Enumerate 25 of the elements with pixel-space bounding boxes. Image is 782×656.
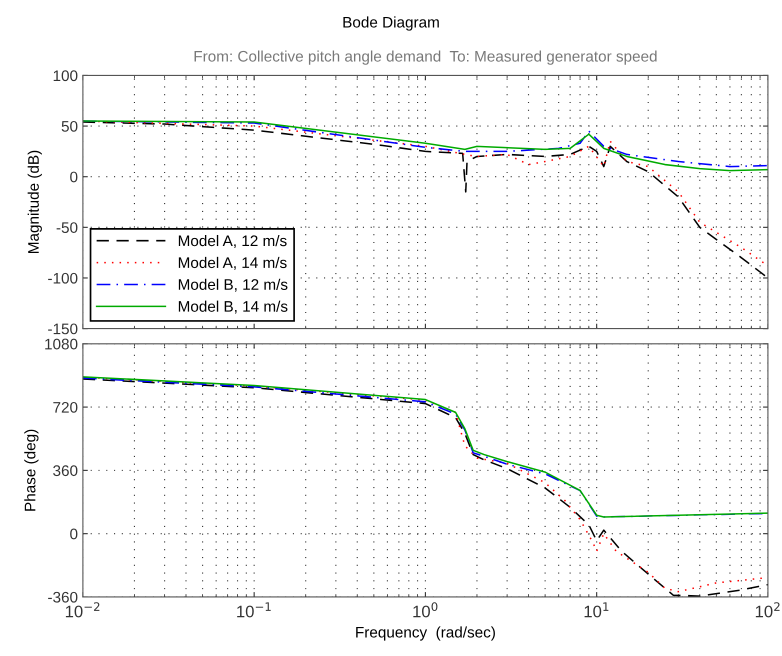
legend-label: Model A, 12 m/s [178,234,287,248]
y-axis-title: Magnitude (dB) [28,150,42,253]
chart-title: Bode Diagram [343,16,439,31]
y-tick-label: -50 [56,222,78,234]
x-tick-label: 10$^{0}$ [413,602,438,618]
y-tick-label: -150 [48,323,78,334]
chart-subtitle: From: Collective pitch angle demand To: Measured generator speed [194,50,657,65]
y-tick-label: 720 [53,402,78,413]
y-axis-title: Phase (deg) [24,430,38,511]
y-tick-label: 1080 [45,338,78,350]
legend-label: Model A, 14 m/s [178,256,287,270]
y-tick-label: 360 [53,465,78,476]
x-tick-label: 10$^{1}$ [584,602,608,618]
y-tick-label: 0 [70,528,78,540]
x-tick-label: 10$^{−2}$ [66,602,100,618]
y-tick-label: -360 [48,592,78,603]
legend-label: Model B, 14 m/s [178,300,288,314]
legend-label: Model B, 12 m/s [178,278,288,292]
y-tick-label: 50 [62,120,78,132]
y-tick-label: -100 [48,272,78,284]
y-tick-label: 0 [70,172,78,182]
x-axis-title: Frequency (rad/sec) [356,626,495,641]
y-tick-label: 100 [54,70,78,82]
x-tick-label: 10$^{2}$ [756,602,780,618]
x-tick-label: 10$^{−1}$ [237,602,271,618]
